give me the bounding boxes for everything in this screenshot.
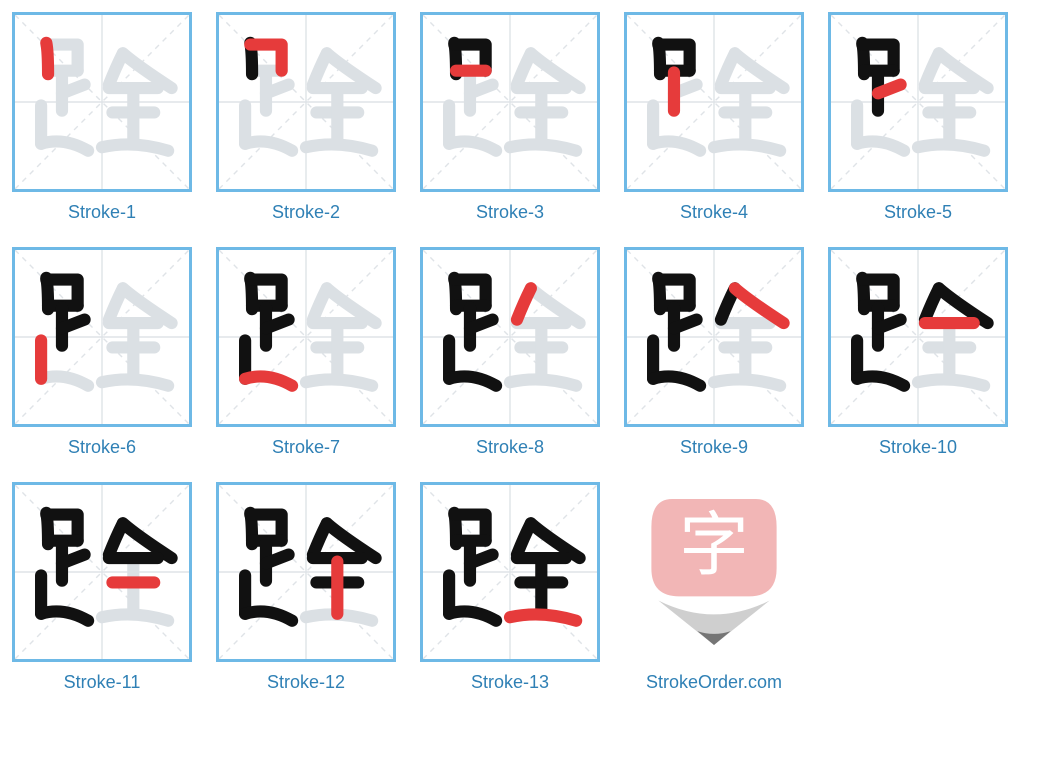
logo-tile: 字 [624,482,804,662]
stroke-caption: Stroke-12 [267,672,345,693]
stroke-tile [216,482,396,662]
stroke-cell: Stroke-1 [12,12,192,223]
stroke-caption: Stroke-10 [879,437,957,458]
stroke-tile [420,12,600,192]
stroke-cell: Stroke-8 [420,247,600,458]
stroke-caption: Stroke-8 [476,437,544,458]
stroke-tile [216,247,396,427]
stroke-tile [420,482,600,662]
stroke-cell: Stroke-11 [12,482,192,693]
stroke-tile [420,247,600,427]
stroke-caption: Stroke-1 [68,202,136,223]
stroke-cell: Stroke-9 [624,247,804,458]
stroke-tile [216,12,396,192]
stroke-tile [12,12,192,192]
logo-glyph: 字 [679,492,749,590]
logo-cell: 字 StrokeOrder.com [624,482,804,693]
stroke-caption: Stroke-6 [68,437,136,458]
stroke-cell: Stroke-10 [828,247,1008,458]
stroke-cell: Stroke-12 [216,482,396,693]
stroke-caption: Stroke-9 [680,437,748,458]
stroke-caption: Stroke-7 [272,437,340,458]
stroke-cell: Stroke-5 [828,12,1008,223]
stroke-caption: Stroke-13 [471,672,549,693]
stroke-caption: Stroke-2 [272,202,340,223]
stroke-tile [624,12,804,192]
stroke-caption: Stroke-3 [476,202,544,223]
stroke-tile [828,12,1008,192]
stroke-cell: Stroke-6 [12,247,192,458]
stroke-tile [624,247,804,427]
stroke-tile [12,482,192,662]
stroke-cell: Stroke-13 [420,482,600,693]
logo-caption: StrokeOrder.com [646,672,782,693]
stroke-cell: Stroke-7 [216,247,396,458]
stroke-tile [828,247,1008,427]
stroke-cell: Stroke-3 [420,12,600,223]
stroke-caption: Stroke-5 [884,202,952,223]
stroke-cell: Stroke-4 [624,12,804,223]
stroke-cell: Stroke-2 [216,12,396,223]
stroke-grid: Stroke-1 Stroke-2 Stroke-3 Stroke-4 Stroke-5… [12,12,1038,693]
stroke-caption: Stroke-11 [64,672,141,693]
stroke-tile [12,247,192,427]
stroke-caption: Stroke-4 [680,202,748,223]
